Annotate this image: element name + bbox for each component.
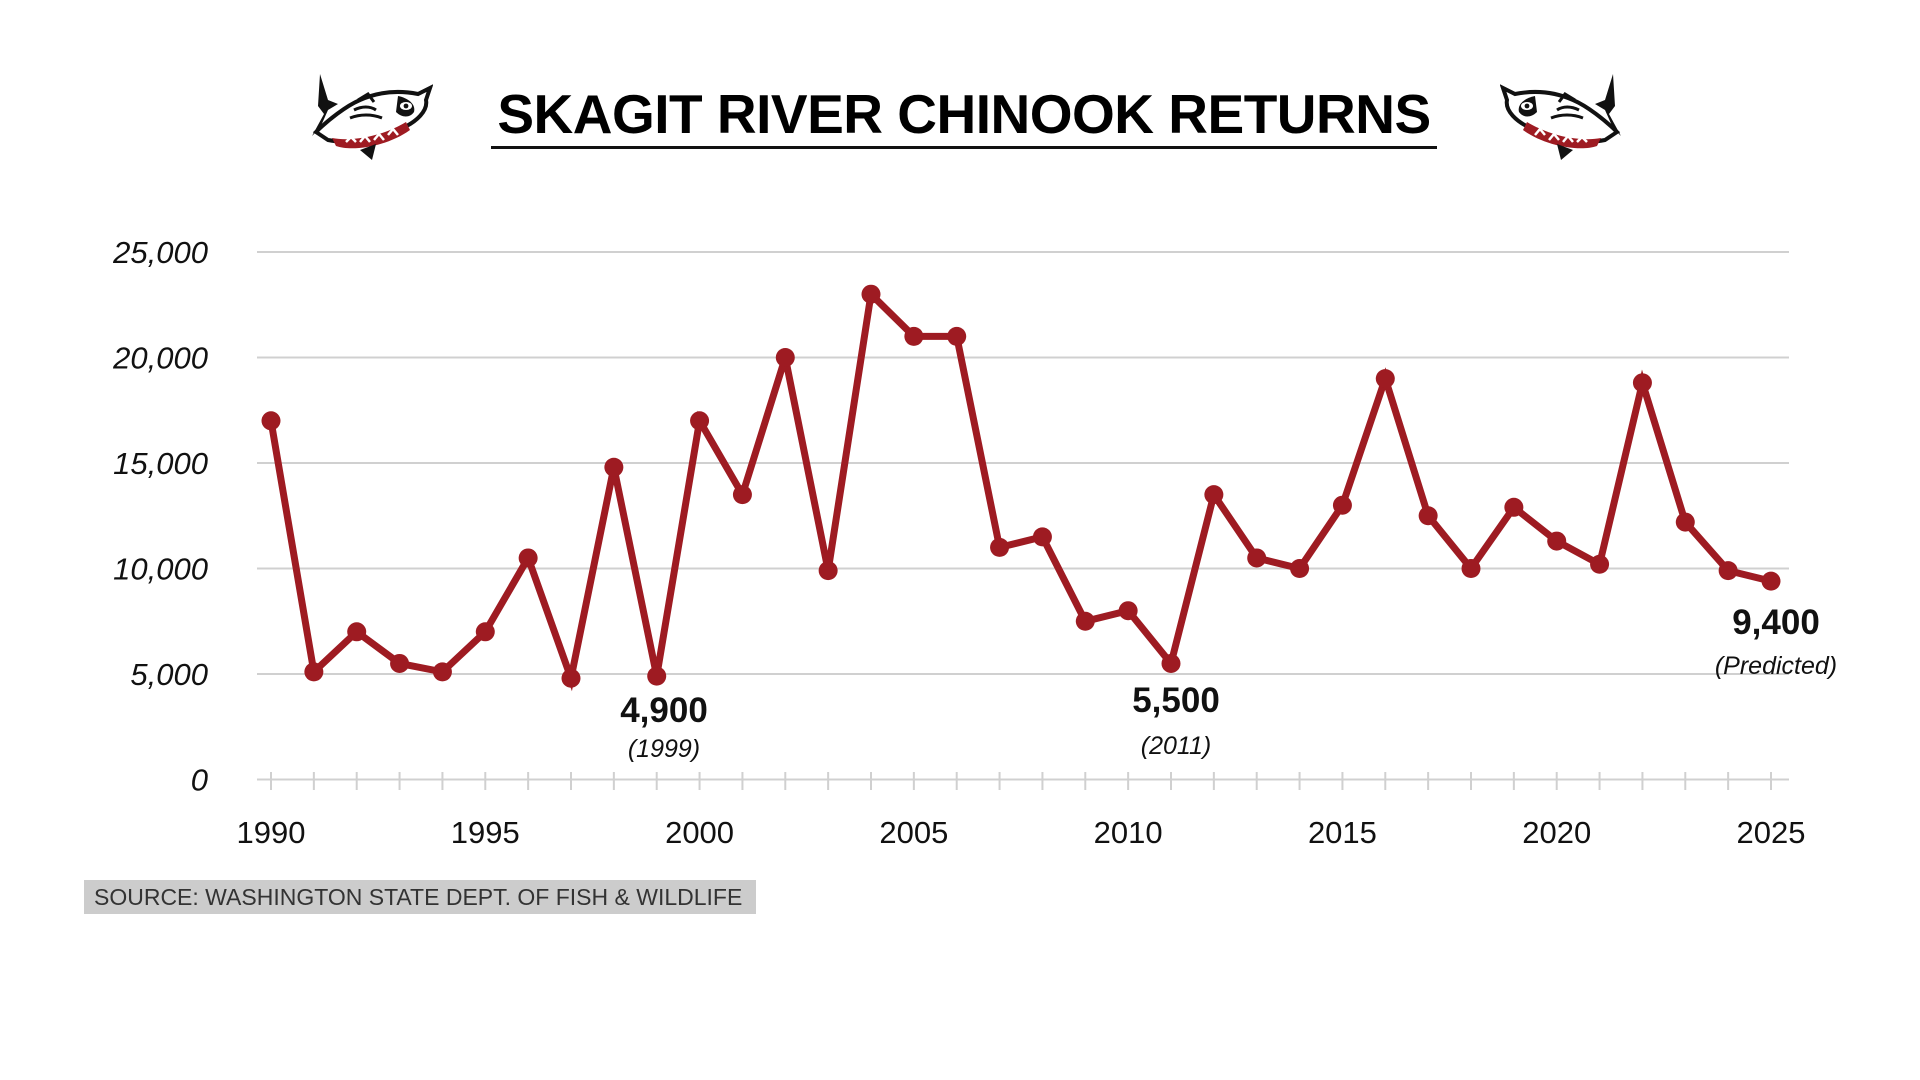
data-point: [1118, 601, 1138, 621]
y-tick-label: 0: [191, 763, 208, 798]
data-point: [904, 326, 924, 346]
x-axis: 1990 1995 2000 2005 2010 2015 2020 2025: [237, 772, 1806, 850]
x-tick-label: 2015: [1308, 815, 1377, 850]
x-tick-label: 2010: [1094, 815, 1163, 850]
data-point: [1290, 559, 1310, 578]
data-point: [1418, 506, 1438, 526]
annotation-caption: (2011): [1141, 732, 1211, 760]
data-point: [604, 457, 624, 477]
chart-title: SKAGIT RIVER CHINOOK RETURNS: [497, 83, 1431, 145]
data-point: [1718, 561, 1738, 581]
data-point: [432, 662, 452, 682]
data-point: [561, 668, 581, 688]
data-point: [1675, 512, 1695, 532]
data-point: [1032, 527, 1052, 547]
x-tick-label: 1990: [237, 815, 306, 850]
data-point: [390, 653, 410, 673]
x-tick-label: 1995: [451, 815, 520, 850]
series-line: [267, 286, 1772, 692]
annotation-value: 9,400: [1732, 603, 1820, 642]
data-point: [1632, 373, 1652, 393]
data-point: [475, 622, 495, 642]
data-point: [347, 622, 367, 642]
data-point: [990, 537, 1010, 557]
y-tick-label: 5,000: [130, 657, 208, 692]
data-point: [518, 548, 538, 568]
salmon-icon: [1500, 74, 1621, 160]
data-point: [1247, 548, 1267, 568]
data-point: [775, 348, 795, 367]
data-point: [732, 485, 752, 505]
x-tick-label: 2005: [879, 815, 948, 850]
data-point: [1075, 611, 1095, 631]
data-point: [261, 411, 281, 431]
data-point: [690, 411, 710, 431]
data-point: [647, 666, 667, 686]
data-point: [1332, 495, 1352, 515]
source-caption: SOURCE: WASHINGTON STATE DEPT. OF FISH &…: [84, 880, 756, 914]
data-point: [1761, 571, 1781, 591]
data-point: [1547, 531, 1567, 551]
annotation-value: 4,900: [620, 691, 708, 730]
annotations: 4,900 (1999) 5,500 (2011) 9,400 (Predicted): [620, 603, 1837, 763]
y-axis-labels: 0 5,000 10,000 15,000 20,000 25,000: [112, 235, 208, 798]
data-point: [947, 326, 967, 346]
data-point: [1590, 554, 1610, 574]
data-series: [261, 284, 1781, 692]
y-tick-label: 20,000: [112, 341, 208, 376]
chart-title-block: SKAGIT RIVER CHINOOK RETURNS: [487, 84, 1441, 154]
annotation-value: 5,500: [1132, 681, 1220, 720]
data-point: [1461, 559, 1481, 578]
data-point: [861, 284, 881, 304]
data-point: [1204, 485, 1224, 505]
x-tick-label: 2000: [665, 815, 734, 850]
x-tick-label: 2025: [1737, 815, 1806, 850]
salmon-icon: [312, 74, 433, 160]
data-point: [1375, 369, 1395, 389]
data-point: [304, 662, 324, 682]
gridlines: [257, 251, 1789, 781]
annotation-caption: (1999): [628, 735, 700, 763]
y-tick-label: 15,000: [113, 446, 208, 481]
data-point: [818, 561, 838, 581]
annotation-caption: (Predicted): [1715, 652, 1837, 680]
y-tick-label: 10,000: [113, 552, 208, 587]
y-tick-label: 25,000: [112, 235, 208, 270]
title-underline: [491, 146, 1437, 149]
x-tick-label: 2020: [1522, 815, 1591, 850]
data-point: [1504, 497, 1524, 517]
data-point: [1161, 653, 1181, 673]
